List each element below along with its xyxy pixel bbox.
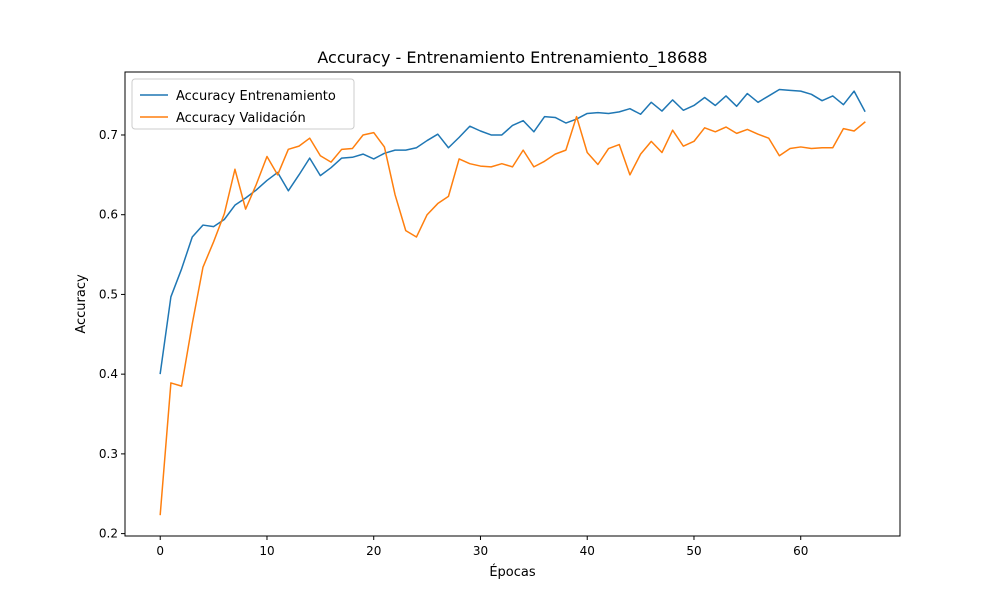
x-tick-label: 20	[366, 544, 381, 558]
y-tick-label: 0.2	[99, 527, 118, 541]
plot-area	[159, 88, 866, 516]
x-axis-label: Épocas	[489, 564, 536, 580]
y-tick-label: 0.7	[99, 128, 118, 142]
x-tick-label: 30	[473, 544, 488, 558]
chart-title: Accuracy - Entrenamiento Entrenamiento_1…	[317, 48, 707, 68]
y-axis-label: Accuracy	[74, 274, 89, 334]
x-tick-label: 0	[156, 544, 164, 558]
y-tick-label: 0.6	[99, 208, 118, 222]
x-tick-label: 50	[686, 544, 701, 558]
x-tick-label: 40	[580, 544, 595, 558]
legend-label-2: Accuracy Validación	[176, 111, 306, 126]
axes: 0 10 20 30 40 50 60 0.2 0.3 0.4 0.5 0.6 0.7	[99, 71, 901, 558]
legend: Accuracy Entrenamiento Accuracy Validació…	[131, 78, 355, 130]
series-line-2	[159, 115, 866, 516]
x-tick-label: 10	[259, 544, 274, 558]
legend-box	[131, 78, 355, 130]
x-tick-label: 60	[793, 544, 808, 558]
axes-frame	[124, 71, 901, 537]
legend-label-1: Accuracy Entrenamiento	[176, 89, 336, 104]
y-tick-label: 0.4	[99, 367, 118, 381]
y-tick-label: 0.3	[99, 447, 118, 461]
y-tick-label: 0.5	[99, 287, 118, 301]
series-line-1	[159, 88, 866, 375]
